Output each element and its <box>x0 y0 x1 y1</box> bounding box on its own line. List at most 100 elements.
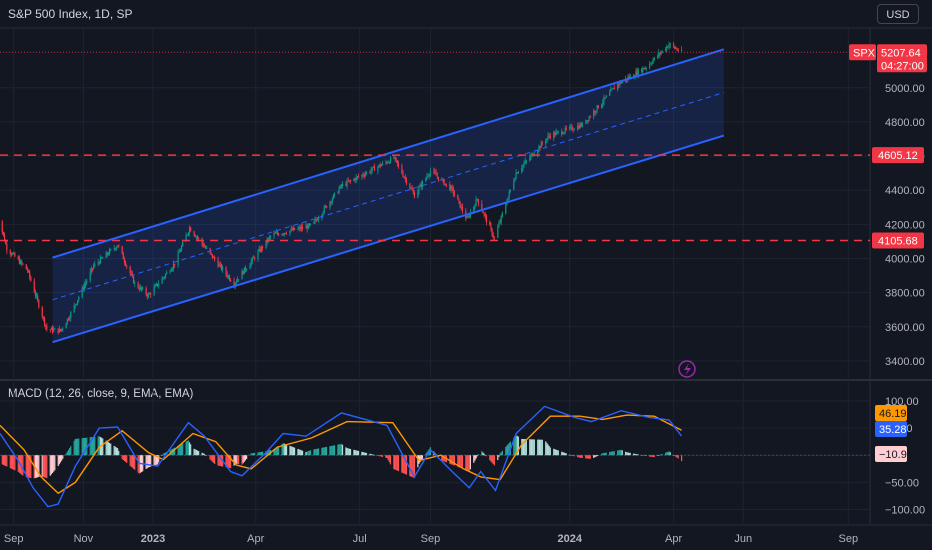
candle-body <box>394 157 396 159</box>
candle-body <box>483 213 485 214</box>
candle-body <box>153 287 155 295</box>
candle-body <box>369 171 371 173</box>
candle-body <box>210 252 212 254</box>
macd-histogram-bar <box>419 455 421 463</box>
macd-histogram-bar <box>122 455 124 461</box>
macd-histogram-bar <box>356 450 358 456</box>
macd-histogram-bar <box>521 438 523 456</box>
candle-body <box>636 71 638 75</box>
macd-histogram-bar <box>46 455 48 479</box>
macd-histogram-bar <box>665 452 667 456</box>
candle-body <box>193 231 195 236</box>
macd-histogram-bar <box>369 453 371 456</box>
macd-histogram-bar <box>450 455 452 465</box>
candle-body <box>83 284 86 290</box>
macd-histogram-bar <box>154 455 156 466</box>
macd-histogram-bar <box>9 455 11 469</box>
macd-histogram-bar <box>365 452 368 456</box>
candle-body <box>276 232 279 234</box>
macd-histogram-bar <box>633 453 635 456</box>
macd-histogram-bar <box>418 455 420 464</box>
candle-body <box>389 157 392 163</box>
macd-histogram-bar <box>142 455 144 472</box>
macd-histogram-bar <box>492 455 494 465</box>
macd-histogram-bar <box>41 455 43 477</box>
candle-body <box>589 116 591 118</box>
candle-body <box>220 264 223 270</box>
macd-histogram-bar <box>222 455 224 467</box>
macd-histogram-bar <box>14 455 16 471</box>
candle-body <box>453 193 456 195</box>
candle-body <box>204 246 207 249</box>
candle-body <box>341 183 344 186</box>
macd-histogram-bar <box>457 455 459 467</box>
currency-button[interactable]: USD <box>877 4 919 24</box>
macd-histogram-bar <box>364 452 366 456</box>
macd-histogram-bar <box>187 440 189 456</box>
macd-histogram-bar <box>94 436 96 456</box>
channel-fill <box>52 49 724 343</box>
candle-body <box>106 252 108 255</box>
candle-body <box>57 328 59 333</box>
macd-histogram-bar <box>345 447 347 456</box>
candle-body <box>275 232 277 234</box>
candle-body <box>81 287 83 298</box>
candle-body <box>22 263 24 265</box>
macd-histogram-bar <box>661 454 663 456</box>
macd-histogram-bar <box>150 455 152 467</box>
macd-histogram-bar <box>235 455 237 464</box>
macd-histogram-bar <box>105 440 107 456</box>
candle-body <box>115 247 118 249</box>
candle-body <box>219 264 221 266</box>
candle-body <box>458 199 460 202</box>
macd-histogram-bar <box>18 455 21 473</box>
level-price-label: 4605.12 <box>878 150 918 162</box>
candle-body <box>301 226 304 229</box>
macd-histogram-bar <box>306 451 308 456</box>
candle-body <box>250 261 252 265</box>
macd-histogram-bar <box>61 455 63 461</box>
macd-histogram-bar <box>404 455 406 475</box>
macd-histogram-bar <box>484 454 486 456</box>
macd-histogram-bar <box>258 452 260 456</box>
macd-histogram-bar <box>25 455 27 478</box>
macd-histogram-bar <box>650 455 652 457</box>
candle-body <box>556 131 558 133</box>
macd-histogram-bar <box>577 455 579 458</box>
candle-body <box>380 164 382 167</box>
macd-histogram-bar <box>162 453 164 456</box>
candle-body <box>668 44 670 48</box>
macd-histogram-bar <box>75 438 78 456</box>
candle-body <box>148 293 151 295</box>
macd-histogram-bar <box>361 451 363 456</box>
signal-value-tag <box>875 405 907 421</box>
macd-histogram-bar <box>514 436 516 456</box>
macd-histogram-bar <box>83 437 86 456</box>
macd-histogram-bar <box>293 447 296 456</box>
macd-histogram-bar <box>642 455 644 456</box>
macd-histogram-bar <box>301 450 304 456</box>
candle-body <box>609 91 611 96</box>
macd-histogram-bar <box>282 443 284 456</box>
macd-histogram-bar <box>508 442 510 456</box>
candle-body <box>553 132 555 138</box>
macd-histogram-bar <box>138 455 140 474</box>
candle-body <box>500 215 502 222</box>
macd-histogram-bar <box>182 443 184 456</box>
macd-histogram-bar <box>102 438 104 456</box>
macd-histogram-bar <box>188 442 191 456</box>
macd-histogram-bar <box>649 455 651 457</box>
candle-body <box>605 95 607 98</box>
candle-body <box>37 295 39 301</box>
macd-histogram-bar <box>401 455 403 473</box>
candle-body <box>218 264 220 267</box>
macd-histogram-bar <box>681 455 683 462</box>
candle-body <box>403 176 405 178</box>
macd-histogram-bar <box>589 455 591 459</box>
macd-histogram-bar <box>236 455 239 465</box>
macd-histogram-bar <box>666 452 668 456</box>
candle-body <box>441 179 443 181</box>
candle-body <box>211 253 213 258</box>
macd-histogram-bar <box>227 455 229 468</box>
macd-histogram-bar <box>274 448 276 456</box>
